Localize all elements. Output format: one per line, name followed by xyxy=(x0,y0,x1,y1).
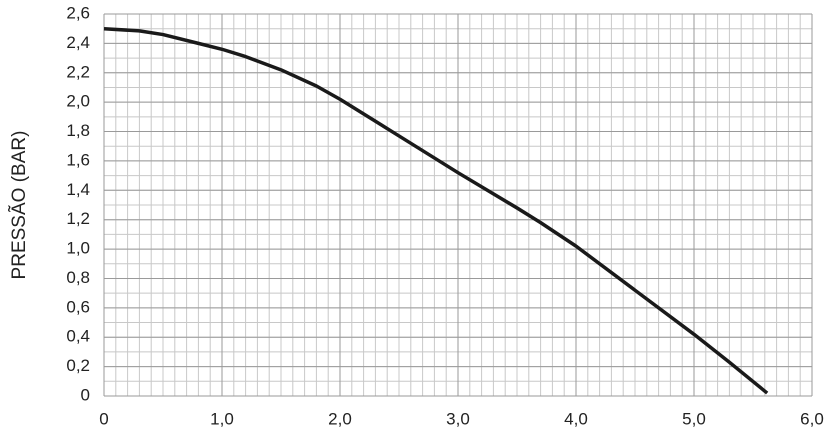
y-tick-label: 0,6 xyxy=(66,297,90,316)
y-tick-label: 1,2 xyxy=(66,209,90,228)
y-tick-label: 1,4 xyxy=(66,180,90,199)
y-axis-label: PRESSÃO (BAR) xyxy=(8,131,30,280)
y-tick-label: 2,4 xyxy=(66,33,90,52)
x-tick-label: 3,0 xyxy=(446,409,470,428)
y-tick-label: 0 xyxy=(81,385,90,404)
x-tick-label: 0 xyxy=(99,409,108,428)
y-tick-label: 1,8 xyxy=(66,121,90,140)
y-tick-label: 2,0 xyxy=(66,92,90,111)
y-tick-label: 0,2 xyxy=(66,356,90,375)
y-tick-label: 1,0 xyxy=(66,239,90,258)
y-tick-label: 1,6 xyxy=(66,150,90,169)
y-tick-label: 2,2 xyxy=(66,62,90,81)
y-tick-label: 0,8 xyxy=(66,268,90,287)
x-tick-label: 1,0 xyxy=(210,409,234,428)
y-tick-label: 0,4 xyxy=(66,327,90,346)
x-tick-label: 4,0 xyxy=(564,409,588,428)
line-series xyxy=(103,26,769,395)
x-tick-label: 5,0 xyxy=(682,409,706,428)
x-tick-label: 2,0 xyxy=(328,409,352,428)
x-tick-label: 6,0 xyxy=(800,409,824,428)
y-tick-label: 2,6 xyxy=(66,3,90,22)
